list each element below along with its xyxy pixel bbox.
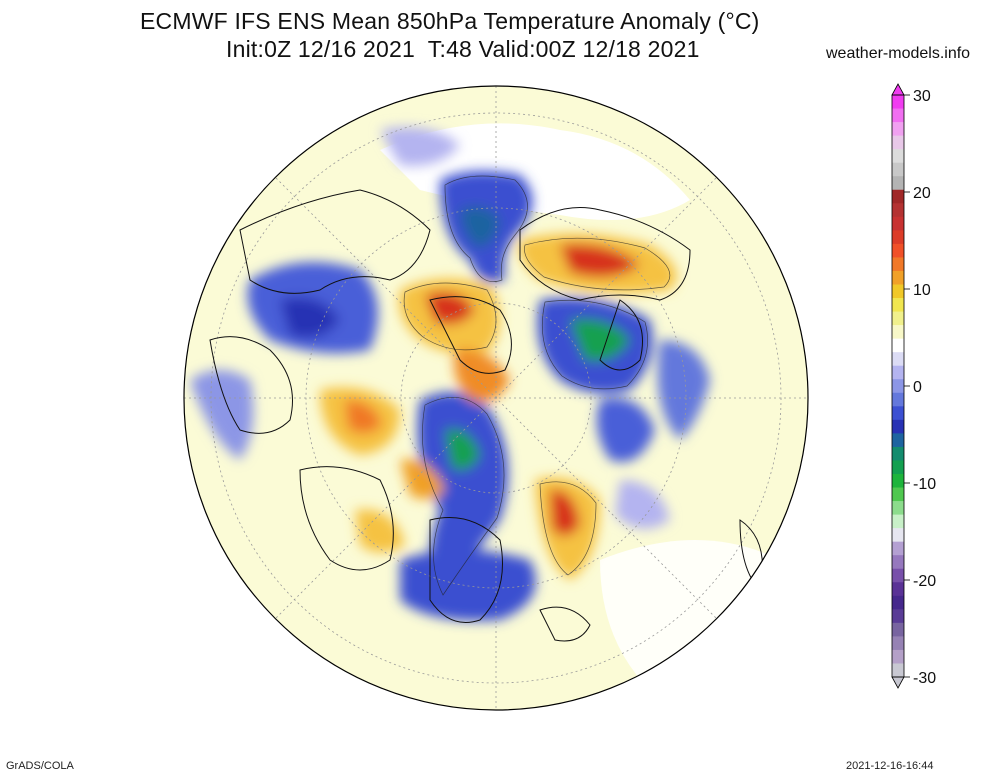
colorbar-segment xyxy=(892,284,904,299)
very-cold-anomaly xyxy=(445,429,480,470)
strong-warm-anomaly xyxy=(560,244,640,278)
colorbar-segment xyxy=(892,257,904,272)
cold-anomaly xyxy=(657,340,710,440)
cool-anomaly xyxy=(380,127,460,166)
colorbar-segments xyxy=(892,95,904,678)
colorbar-segment xyxy=(892,406,904,421)
colorbar-segment xyxy=(892,135,904,150)
colorbar-segment xyxy=(892,636,904,651)
colorbar-segment xyxy=(892,622,904,637)
colorbar-segment xyxy=(892,433,904,448)
colorbar-segment xyxy=(892,230,904,245)
colorbar-segment xyxy=(892,203,904,218)
colorbar-segment xyxy=(892,514,904,529)
colorbar-segment xyxy=(892,528,904,543)
colorbar-segment xyxy=(892,582,904,597)
colorbar-segment xyxy=(892,95,904,110)
colorbar-label: -20 xyxy=(913,573,936,590)
cold-anomaly xyxy=(400,550,536,621)
colorbar-segment xyxy=(892,298,904,313)
cold-anomaly xyxy=(596,398,655,462)
graticule xyxy=(184,86,808,710)
anomaly-field xyxy=(184,86,808,710)
colorbar-segment xyxy=(892,149,904,164)
colorbar-segment xyxy=(892,352,904,367)
colorbar-top-arrow xyxy=(891,83,905,96)
warm-anomaly xyxy=(355,509,405,553)
generated-timestamp: 2021-12-16-16:44 xyxy=(846,760,934,772)
source-label: weather-models.info xyxy=(826,45,971,62)
chart-title: ECMWF IFS ENS Mean 850hPa Temperature An… xyxy=(140,8,760,34)
warm-anomaly xyxy=(400,459,445,499)
colorbar-segment xyxy=(892,501,904,516)
colorbar-segment xyxy=(892,473,904,489)
colorbar-segment xyxy=(892,338,904,353)
cold-anomaly xyxy=(460,206,500,248)
colorbar-segment xyxy=(892,419,904,434)
warm-anomaly xyxy=(345,400,382,434)
colorbar-label: 0 xyxy=(913,379,922,396)
colorbar-segment xyxy=(892,568,904,583)
colorbar-segment xyxy=(892,487,904,502)
map-border xyxy=(183,85,809,711)
colorbar-segment xyxy=(892,325,904,340)
colorbar-label: -10 xyxy=(913,476,936,493)
colorbar-segment xyxy=(892,446,904,461)
colorbar-segment xyxy=(892,108,904,123)
colorbar-segment xyxy=(892,555,904,570)
contours xyxy=(403,175,671,596)
colorbar-label: 30 xyxy=(913,88,931,105)
colorbar-segment xyxy=(892,176,904,191)
colorbar-segment xyxy=(892,365,904,380)
very-cold-anomaly xyxy=(570,319,630,361)
colorbar-segment xyxy=(892,663,904,678)
colorbar-segment xyxy=(892,392,904,407)
colorbar-segment xyxy=(892,162,904,177)
colorbar-label: 20 xyxy=(913,185,931,202)
cool-anomaly xyxy=(190,370,254,460)
colorbar-segment xyxy=(892,243,904,258)
cold-anomaly xyxy=(417,392,508,600)
colorbar-segment xyxy=(892,460,904,475)
colorbar-segment xyxy=(892,541,904,556)
software-credit: GrADS/COLA xyxy=(6,760,74,772)
colorbar-segment xyxy=(892,122,904,137)
strong-warm-anomaly xyxy=(425,292,475,325)
colorbar-segment xyxy=(892,649,904,664)
cool-anomaly xyxy=(615,480,670,529)
colorbar-label: -30 xyxy=(913,670,936,687)
cold-anomaly xyxy=(280,297,340,338)
colorbar-segment xyxy=(892,379,904,394)
colorbar-segment xyxy=(892,595,904,610)
strong-warm-anomaly xyxy=(550,489,580,536)
colorbar-segment xyxy=(892,609,904,624)
colorbar-label: 10 xyxy=(913,282,931,299)
colorbar-segment xyxy=(892,189,904,204)
colorbar-segment xyxy=(892,216,904,231)
neutral-zone xyxy=(600,540,780,690)
colorbar-segment xyxy=(892,311,904,326)
coastlines xyxy=(209,189,763,642)
colorbar-bottom-arrow xyxy=(891,676,905,689)
chart-subtitle: Init:0Z 12/16 2021 T:48 Valid:00Z 12/18 … xyxy=(226,36,700,62)
colorbar-segment xyxy=(892,270,904,285)
